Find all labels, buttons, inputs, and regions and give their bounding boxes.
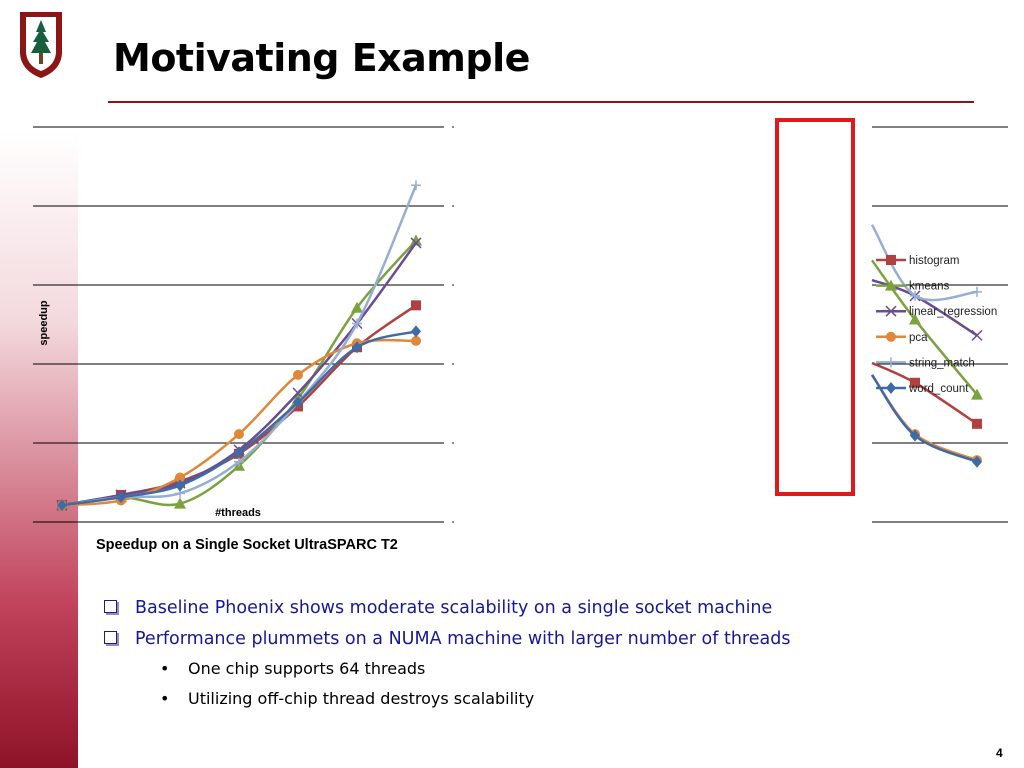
sub-bullet-item: • One chip supports 64 threads bbox=[160, 656, 534, 686]
marker-diamond bbox=[886, 382, 896, 394]
marker-x bbox=[410, 237, 422, 249]
legend-item: word_count bbox=[876, 382, 969, 395]
bullet-dot-icon: • bbox=[160, 689, 170, 708]
tick-dot bbox=[452, 205, 454, 207]
bullet-text: Baseline Phoenix shows moderate scalabil… bbox=[135, 598, 773, 618]
marker-diamond bbox=[910, 429, 920, 442]
series-line bbox=[61, 330, 417, 507]
tick-dot bbox=[452, 126, 454, 128]
marker-diamond bbox=[234, 446, 244, 459]
series-line bbox=[61, 304, 417, 507]
sub-bullet-text: Utilizing off-chip thread destroys scala… bbox=[188, 689, 535, 708]
speedup-chart: speedup #threads histogram kmeans linear_r… bbox=[33, 118, 1008, 523]
marker-diamond bbox=[293, 396, 303, 409]
bullet-text: Performance plummets on a NUMA machine w… bbox=[135, 629, 791, 649]
marker-diamond bbox=[411, 325, 421, 338]
legend-item: string_match bbox=[876, 357, 975, 369]
marker-square bbox=[972, 418, 982, 429]
marker-circle bbox=[886, 331, 896, 342]
bullet-dot-icon: • bbox=[160, 659, 170, 678]
marker-circle bbox=[411, 335, 421, 346]
legend-label: histogram bbox=[909, 255, 960, 267]
marker-x bbox=[971, 329, 983, 341]
marker-x bbox=[885, 305, 897, 317]
plot-area-left bbox=[56, 180, 422, 512]
marker-circle bbox=[293, 369, 303, 380]
series-histogram bbox=[57, 300, 421, 511]
legend-item: pca bbox=[876, 331, 928, 344]
legend-label: string_match bbox=[909, 357, 975, 369]
legend-item: linear_regression bbox=[876, 305, 997, 318]
series-pca bbox=[57, 335, 421, 511]
series-line bbox=[61, 338, 417, 507]
series-word_count bbox=[57, 325, 421, 512]
series-kmeans bbox=[56, 234, 422, 511]
legend-item: histogram bbox=[876, 255, 960, 267]
sub-bullet-text: One chip supports 64 threads bbox=[188, 659, 426, 678]
side-gradient-band bbox=[0, 130, 78, 768]
legend-label: pca bbox=[909, 332, 928, 344]
marker-square bbox=[886, 255, 896, 265]
marker-diamond bbox=[972, 455, 982, 468]
y-axis-label: speedup bbox=[38, 300, 50, 346]
checkbox-bullet-icon bbox=[104, 599, 117, 613]
marker-triangle bbox=[351, 301, 363, 313]
tick-dot bbox=[452, 363, 454, 365]
marker-diamond bbox=[116, 491, 126, 504]
stanford-logo bbox=[20, 12, 62, 78]
right-series-string_match bbox=[870, 224, 982, 302]
marker-triangle bbox=[885, 279, 897, 291]
marker-diamond bbox=[57, 499, 67, 512]
slide-title: Motivating Example bbox=[113, 36, 530, 80]
bullet-list: Baseline Phoenix shows moderate scalabil… bbox=[104, 594, 790, 656]
grid-right bbox=[872, 126, 1008, 523]
right-series-word_count bbox=[870, 374, 982, 468]
legend-item: kmeans bbox=[876, 279, 950, 293]
marker-triangle bbox=[909, 313, 921, 325]
highlight-box bbox=[775, 118, 855, 496]
tick-dot bbox=[452, 442, 454, 444]
marker-square bbox=[411, 300, 421, 311]
checkbox-bullet-icon bbox=[104, 630, 117, 644]
grid-left bbox=[33, 126, 454, 523]
bullet-item: Performance plummets on a NUMA machine w… bbox=[104, 625, 790, 656]
marker-triangle bbox=[410, 234, 422, 246]
chart-caption: Speedup on a Single Socket UltraSPARC T2 bbox=[96, 537, 398, 553]
right-series-histogram bbox=[871, 361, 982, 429]
plot-area-right bbox=[870, 224, 983, 468]
tick-dot bbox=[452, 521, 454, 523]
legend-label: linear_regression bbox=[909, 306, 997, 318]
marker-circle bbox=[175, 472, 185, 483]
marker-diamond bbox=[175, 479, 185, 492]
marker-circle bbox=[234, 429, 244, 440]
sub-bullet-list: • One chip supports 64 threads • Utilizing… bbox=[160, 656, 534, 716]
sub-bullet-item: • Utilizing off-chip thread destroys scal… bbox=[160, 686, 534, 716]
title-divider bbox=[108, 101, 974, 103]
marker-triangle bbox=[971, 388, 983, 400]
marker-square bbox=[910, 377, 920, 388]
tick-dot bbox=[452, 284, 454, 286]
marker-diamond bbox=[352, 341, 362, 354]
marker-x bbox=[292, 387, 304, 399]
bullet-item: Baseline Phoenix shows moderate scalabil… bbox=[104, 594, 790, 625]
marker-triangle bbox=[174, 497, 186, 509]
right-series-kmeans bbox=[870, 259, 983, 400]
series-string_match bbox=[57, 180, 421, 511]
x-axis-label: #threads bbox=[215, 507, 261, 519]
legend-label: kmeans bbox=[909, 281, 950, 293]
page-number: 4 bbox=[996, 746, 1003, 760]
legend-label: word_count bbox=[908, 383, 969, 395]
